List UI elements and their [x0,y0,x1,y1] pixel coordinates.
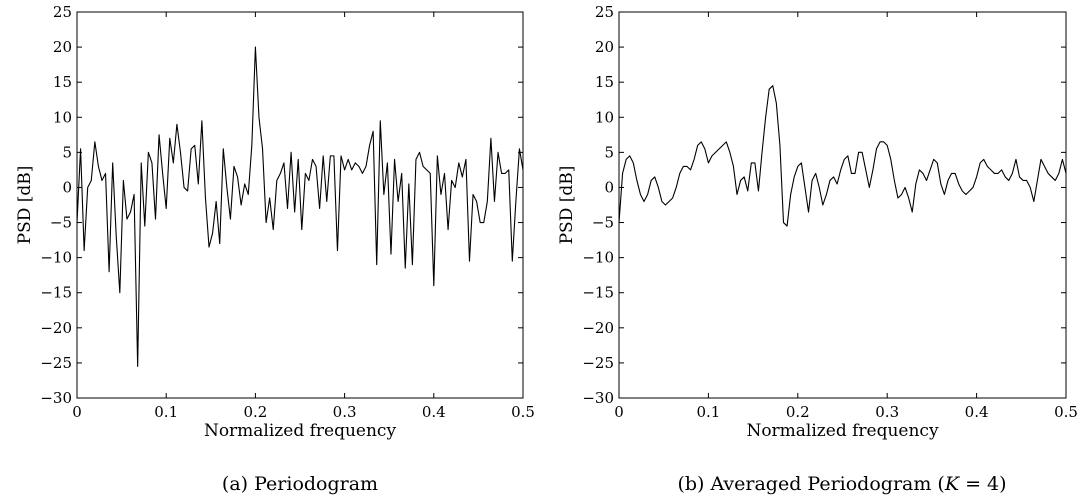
y-tick-label: 5 [62,143,72,161]
x-axis-label: Normalized frequency [746,421,939,441]
y-tick-label: −10 [40,249,72,267]
y-tick-label: 10 [595,108,614,126]
x-tick-label: 0.2 [243,403,267,421]
figure-caption: (b) Averaged Periodogram (K = 4) [677,473,1006,495]
y-tick-label: −25 [582,354,614,372]
y-tick-label: −20 [582,319,614,337]
series-line [76,46,524,367]
y-tick-label: 15 [53,73,72,91]
y-tick-label: −15 [40,284,72,302]
y-tick-label: 5 [604,143,614,161]
caption-text: = 4) [959,473,1007,495]
y-tick-label: −25 [40,354,72,372]
y-axis-label: PSD [dB] [15,166,35,245]
y-tick-label: 0 [604,178,614,196]
caption-variable: K [944,473,961,495]
y-tick-label: −30 [582,389,614,407]
x-tick-label: 0.1 [696,403,720,421]
y-tick-label: 0 [62,178,72,196]
x-tick-label: 0 [614,403,624,421]
y-tick-label: −5 [592,214,614,232]
x-tick-label: 0.5 [1054,403,1078,421]
y-tick-label: −15 [582,284,614,302]
x-tick-label: 0.4 [422,403,446,421]
x-tick-label: 0.3 [875,403,899,421]
y-tick-label: 25 [53,3,72,21]
y-tick-label: −30 [40,389,72,407]
y-tick-label: −10 [582,249,614,267]
x-tick-label: 0.5 [511,403,535,421]
y-tick-label: 25 [595,3,614,21]
caption-text: (b) Averaged Periodogram ( [677,473,944,495]
y-tick-label: 20 [53,38,72,56]
x-axis-label: Normalized frequency [204,421,397,441]
y-tick-label: 20 [595,38,614,56]
plot-frame [618,11,1067,399]
y-tick-label: 10 [53,108,72,126]
y-tick-label: 15 [595,73,614,91]
figure-caption: (a) Periodogram [222,473,378,495]
plot-frame [76,11,524,399]
y-tick-label: −20 [40,319,72,337]
series-line [618,85,1067,227]
y-tick-label: −5 [50,214,72,232]
x-tick-label: 0.1 [154,403,178,421]
y-axis-label: PSD [dB] [557,166,577,245]
x-tick-label: 0.3 [333,403,357,421]
x-tick-label: 0.2 [786,403,810,421]
x-tick-label: 0.4 [965,403,989,421]
x-tick-label: 0 [72,403,82,421]
